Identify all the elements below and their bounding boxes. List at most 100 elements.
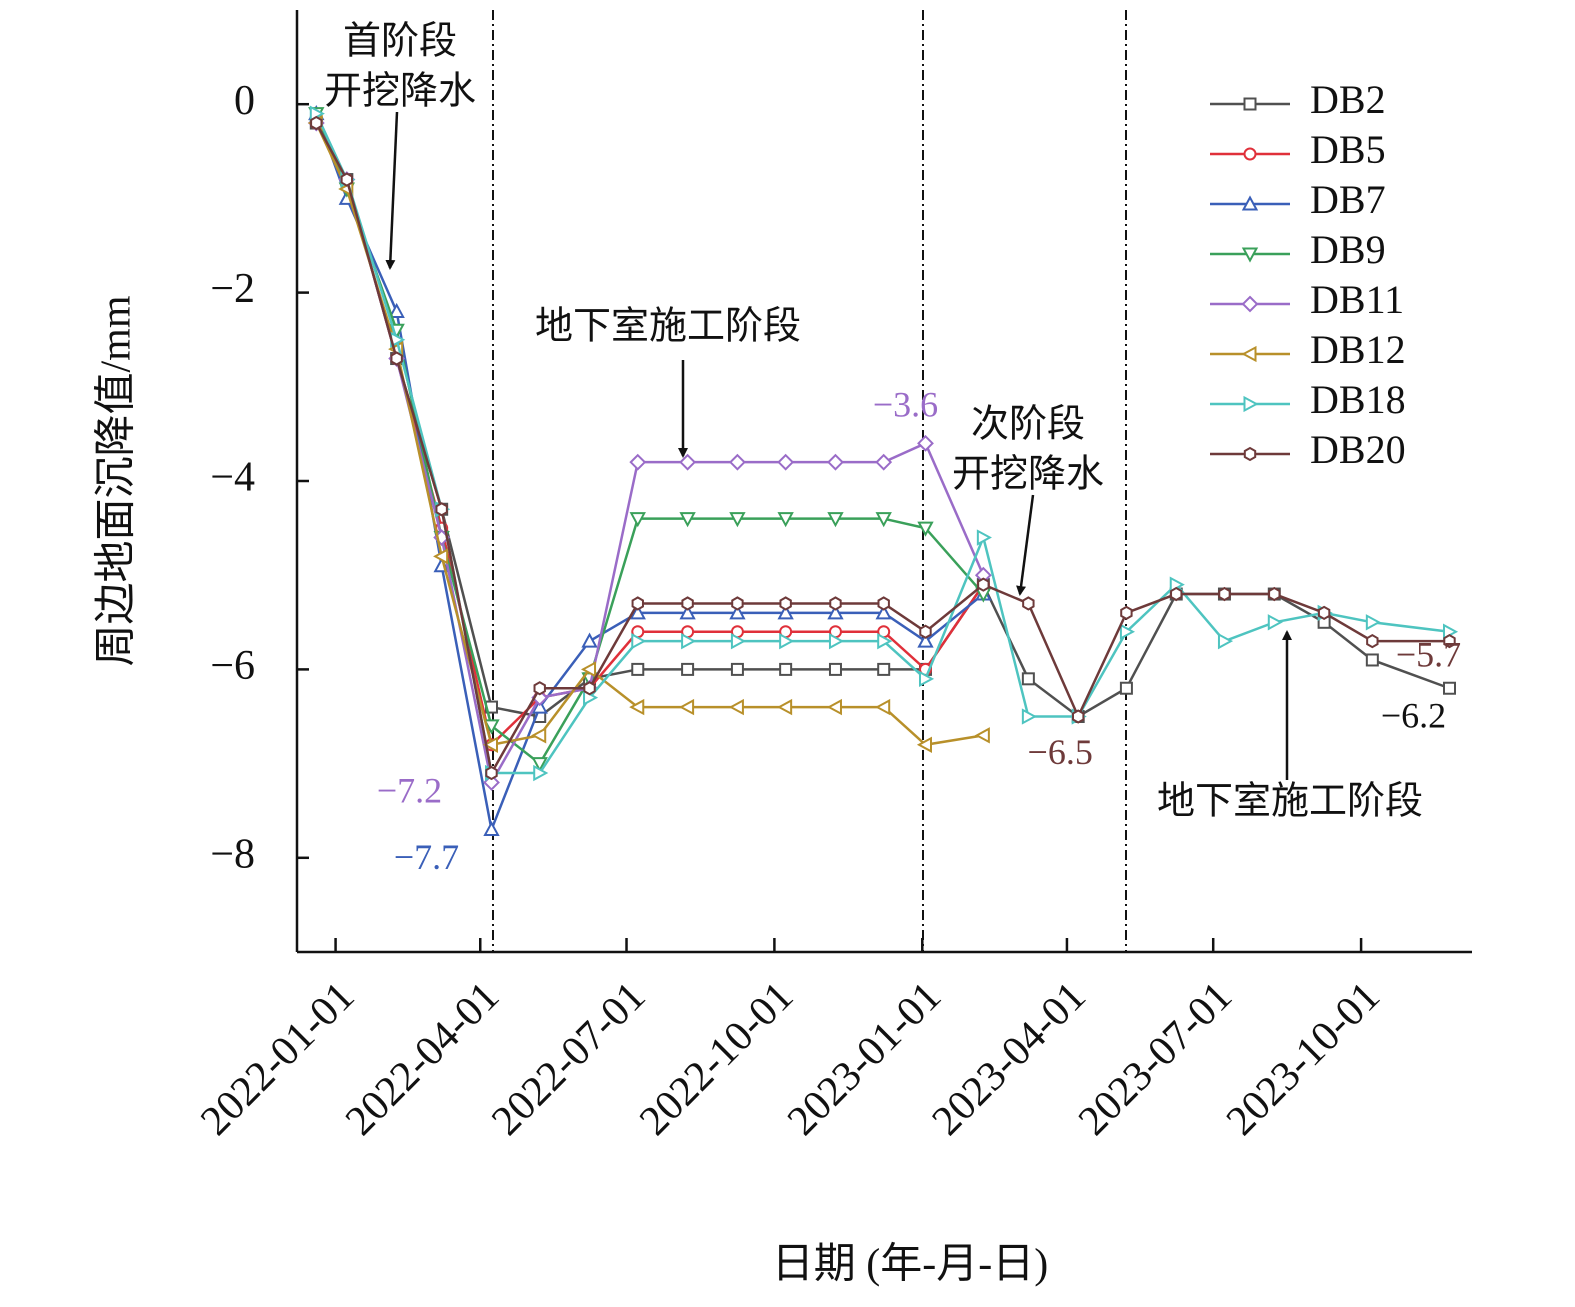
marker (877, 632, 893, 650)
marker (580, 661, 597, 678)
series (309, 116, 990, 752)
marker (1022, 596, 1035, 611)
marker (828, 632, 845, 650)
marker (681, 596, 694, 611)
marker (976, 529, 992, 546)
marker (919, 624, 932, 639)
annotation: 地下室施工阶段 (1157, 781, 1423, 823)
marker (629, 453, 647, 471)
marker (483, 719, 500, 735)
marker (388, 302, 405, 318)
value-label: −6.5 (1028, 732, 1093, 772)
legend-marker (1243, 446, 1257, 462)
y-tick-label: −4 (210, 455, 255, 501)
marker (1119, 681, 1133, 695)
marker (482, 736, 498, 753)
marker (310, 115, 323, 131)
marker (877, 596, 890, 611)
x-tick-label: 2022-07-01 (483, 973, 654, 1144)
marker (728, 698, 744, 716)
series (307, 114, 992, 791)
marker (681, 632, 697, 650)
legend-label: DB7 (1310, 177, 1386, 222)
marker (779, 632, 795, 650)
value-label: −3.6 (873, 385, 938, 425)
x-tick-label: 2022-10-01 (631, 973, 802, 1144)
marker (1119, 623, 1136, 640)
marker (827, 453, 844, 471)
series (308, 105, 992, 837)
marker (679, 453, 697, 471)
marker (631, 662, 645, 676)
marker (531, 757, 548, 773)
marker (827, 604, 844, 620)
x-tick-label: 2023-10-01 (1218, 973, 1389, 1144)
legend-marker (1243, 395, 1259, 413)
legend-marker (1243, 147, 1257, 161)
x-tick-label: 2023-04-01 (924, 973, 1095, 1144)
y-tick-label: −2 (210, 266, 255, 312)
marker (679, 512, 696, 528)
value-label: −5.7 (1396, 634, 1461, 674)
marker (875, 453, 893, 471)
marker (918, 670, 935, 687)
marker (917, 521, 934, 537)
stage-dividers (492, 10, 1127, 952)
marker (916, 736, 932, 753)
marker (777, 512, 794, 528)
marker (1317, 605, 1331, 621)
marker (433, 548, 449, 565)
value-label: −7.2 (377, 771, 442, 811)
marker (826, 698, 842, 716)
x-tick-label: 2022-04-01 (337, 973, 508, 1144)
annotation: 地下室施工阶段 (535, 306, 801, 348)
marker (1021, 672, 1035, 686)
marker (1120, 605, 1133, 621)
marker (827, 512, 844, 528)
marker (730, 632, 747, 650)
marker (875, 512, 892, 528)
value-label: −6.2 (1381, 696, 1446, 736)
series-line (315, 113, 985, 835)
marker (1366, 633, 1379, 649)
marker (1218, 586, 1231, 602)
marker (875, 698, 891, 716)
legend-marker (1241, 295, 1259, 313)
x-axis-title: 日期 (年-月-日) (772, 1241, 1048, 1288)
marker (1365, 653, 1379, 667)
legend-label: DB5 (1310, 127, 1386, 172)
series (310, 115, 1456, 781)
marker (583, 681, 596, 696)
series (307, 114, 990, 753)
marker (1442, 681, 1456, 695)
marker (829, 596, 842, 611)
x-tick-label: 2023-07-01 (1070, 973, 1241, 1144)
legend-label: DB12 (1310, 327, 1406, 372)
marker (531, 727, 547, 744)
legend-label: DB9 (1310, 227, 1386, 272)
arrow (1016, 494, 1035, 596)
marker (777, 453, 795, 471)
marker (1443, 633, 1456, 649)
marker (1071, 709, 1085, 724)
marker (581, 632, 598, 648)
marker (1021, 708, 1037, 725)
marker (917, 632, 934, 648)
legend-marker (1241, 247, 1259, 263)
marker (531, 698, 548, 714)
marker (1170, 586, 1183, 602)
y-tick-label: −8 (210, 831, 255, 877)
x-tick-label: 2023-01-01 (779, 973, 950, 1144)
marker (631, 632, 647, 650)
marker (435, 502, 448, 517)
value-label: −7.7 (394, 837, 459, 877)
annotation: 开挖降水 (324, 71, 476, 113)
marker (917, 434, 934, 452)
marker (679, 604, 696, 620)
marker (629, 604, 646, 620)
series-line (315, 122, 985, 786)
marker (974, 727, 990, 744)
series-line (315, 122, 984, 747)
y-tick-label: 0 (234, 78, 255, 124)
